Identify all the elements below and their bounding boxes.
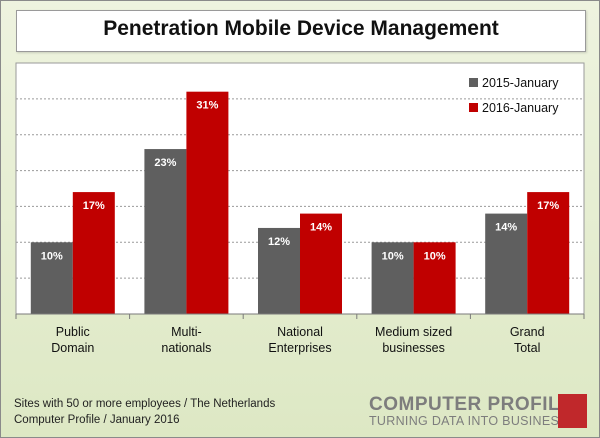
logo-tagline: TURNING DATA INTO BUSINESS	[369, 414, 568, 428]
legend: 2015-January 2016-January	[469, 76, 559, 115]
data-label: 23%	[154, 157, 176, 169]
logo-name: COMPUTER PROFILE	[369, 394, 574, 415]
data-label: 31%	[196, 100, 218, 112]
bar	[413, 242, 456, 314]
bar	[527, 192, 570, 314]
data-label: 17%	[83, 200, 105, 212]
category-label: Public Domain	[51, 325, 94, 355]
footnote-line-2: Computer Profile / January 2016	[14, 414, 180, 426]
data-label: 12%	[268, 236, 290, 248]
computer-profile-logo: COMPUTER PROFILE TURNING DATA INTO BUSIN…	[369, 394, 589, 430]
legend-swatch	[469, 78, 478, 87]
bar	[186, 91, 229, 314]
bar	[371, 242, 414, 314]
chart-title-box: Penetration Mobile Device Management	[16, 10, 586, 52]
footnote-line-1: Sites with 50 or more employees / The Ne…	[14, 398, 276, 410]
bars	[30, 91, 570, 314]
data-label: 14%	[310, 222, 332, 234]
legend-swatch	[469, 103, 478, 112]
data-label: 14%	[495, 222, 517, 234]
bar	[300, 213, 342, 314]
bar	[144, 149, 187, 314]
x-axis: Public Domain Multi-nationals National Enter…	[15, 313, 585, 355]
legend-label: 2015-January	[482, 76, 559, 90]
category-label: National Enterprises	[268, 325, 331, 355]
chart-title: Penetration Mobile Device Management	[103, 17, 499, 40]
data-label: 10%	[41, 250, 63, 262]
category-label: Medium sized businesses	[375, 325, 452, 355]
data-label: 10%	[424, 250, 446, 262]
category-label: Grand Total	[510, 325, 545, 355]
category-label: Multi-nationals	[161, 325, 211, 355]
data-labels: 10% 17% 23% 31% 12% 14% 10% 10% 14% 17%	[41, 100, 560, 263]
footnote: Sites with 50 or more employees / The Ne…	[14, 396, 275, 428]
legend-label: 2016-January	[482, 101, 559, 115]
bar	[72, 192, 115, 314]
logo-mark-icon	[558, 394, 587, 428]
bar-chart: 10% 17% 23% 31% 12% 14% 10% 10% 14% 17% Public Dom…	[15, 62, 585, 355]
data-label: 17%	[537, 200, 559, 212]
bar	[258, 227, 300, 314]
data-label: 10%	[382, 250, 404, 262]
bar	[30, 242, 73, 314]
bar	[485, 213, 528, 314]
